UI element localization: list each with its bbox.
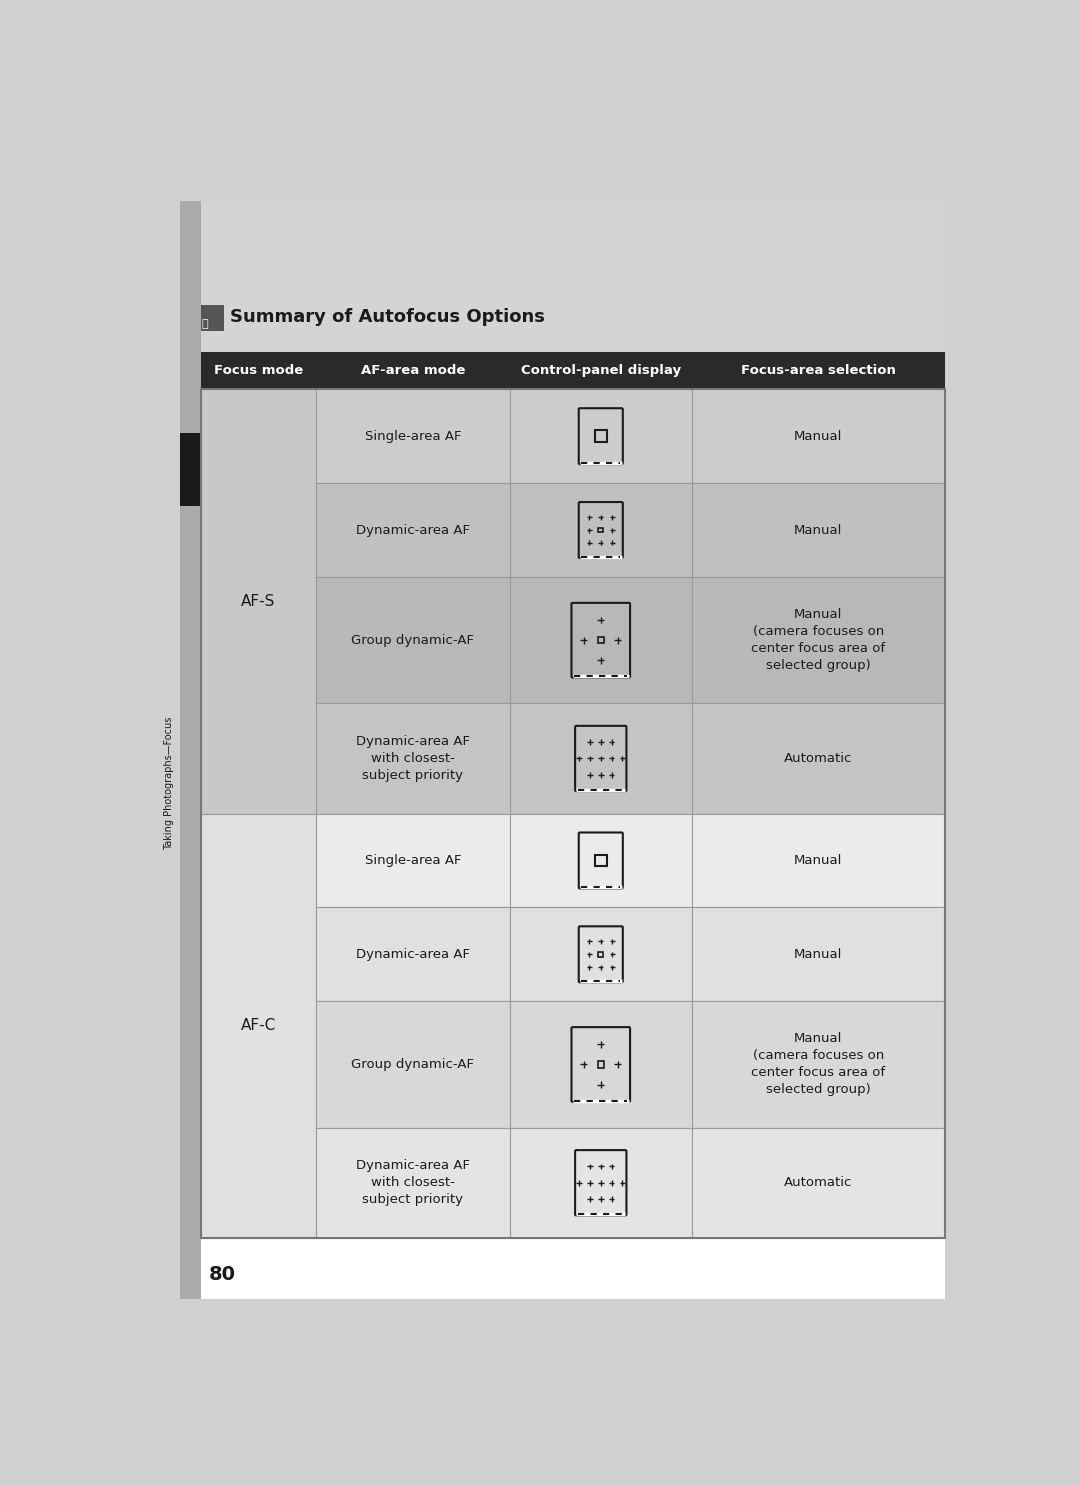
Bar <box>316 483 510 577</box>
Bar <box>316 577 510 703</box>
Text: Manual
(camera focuses on
center focus area of
selected group): Manual (camera focuses on center focus a… <box>752 608 886 672</box>
Bar <box>692 908 945 1002</box>
Bar <box>692 703 945 813</box>
Bar <box>594 431 607 443</box>
Bar <box>510 577 692 703</box>
Text: Control-panel display: Control-panel display <box>521 364 680 377</box>
Bar <box>692 389 945 483</box>
Bar <box>316 908 510 1002</box>
Bar <box>316 703 510 813</box>
Bar <box>597 1061 604 1068</box>
Text: Single-area AF: Single-area AF <box>365 429 461 443</box>
Bar <box>510 1002 692 1128</box>
Bar <box>510 813 692 908</box>
Bar <box>510 908 692 1002</box>
Text: Dynamic-area AF: Dynamic-area AF <box>356 523 470 536</box>
Bar <box>180 202 201 1299</box>
Bar <box>159 202 948 364</box>
Bar <box>692 1002 945 1128</box>
Text: Automatic: Automatic <box>784 1177 852 1189</box>
Bar <box>692 1128 945 1238</box>
Text: Dynamic-area AF
with closest-
subject priority: Dynamic-area AF with closest- subject pr… <box>356 1159 470 1207</box>
Text: Summary of Autofocus Options: Summary of Autofocus Options <box>230 308 544 325</box>
Bar <box>598 528 604 532</box>
Text: AF-S: AF-S <box>241 594 275 609</box>
Text: Dynamic-area AF: Dynamic-area AF <box>356 948 470 961</box>
Text: 80: 80 <box>208 1265 235 1284</box>
Bar <box>598 953 604 957</box>
Text: Manual: Manual <box>794 854 842 866</box>
Bar <box>201 389 316 813</box>
Text: Dynamic-area AF
with closest-
subject priority: Dynamic-area AF with closest- subject pr… <box>356 736 470 782</box>
Bar <box>692 813 945 908</box>
Bar <box>510 1128 692 1238</box>
Bar <box>945 202 996 1299</box>
Text: Taking Photographs—Focus: Taking Photographs—Focus <box>164 716 174 850</box>
Text: AF-C: AF-C <box>241 1018 276 1033</box>
Bar <box>316 1002 510 1128</box>
Text: Single-area AF: Single-area AF <box>365 854 461 866</box>
Bar <box>692 577 945 703</box>
Bar <box>597 637 604 643</box>
Bar <box>159 202 180 1299</box>
Text: Group dynamic-AF: Group dynamic-AF <box>351 1058 474 1071</box>
Bar <box>316 389 510 483</box>
Bar <box>201 813 316 1238</box>
Bar <box>201 305 225 331</box>
Text: Manual: Manual <box>794 429 842 443</box>
Text: Focus mode: Focus mode <box>214 364 303 377</box>
Bar <box>316 813 510 908</box>
Bar <box>510 483 692 577</box>
Text: Automatic: Automatic <box>784 752 852 765</box>
Text: ⌕: ⌕ <box>201 319 207 328</box>
Bar <box>510 703 692 813</box>
Text: Focus-area selection: Focus-area selection <box>741 364 895 377</box>
Bar <box>510 389 692 483</box>
Bar <box>594 854 607 866</box>
Text: AF-area mode: AF-area mode <box>361 364 465 377</box>
Text: Manual: Manual <box>794 948 842 961</box>
Text: Group dynamic-AF: Group dynamic-AF <box>351 633 474 646</box>
Bar <box>180 434 201 507</box>
Bar <box>692 483 945 577</box>
Bar <box>201 352 945 389</box>
Text: Manual
(camera focuses on
center focus area of
selected group): Manual (camera focuses on center focus a… <box>752 1033 886 1097</box>
Text: Manual: Manual <box>794 523 842 536</box>
Bar <box>316 1128 510 1238</box>
Bar <box>201 389 945 1238</box>
